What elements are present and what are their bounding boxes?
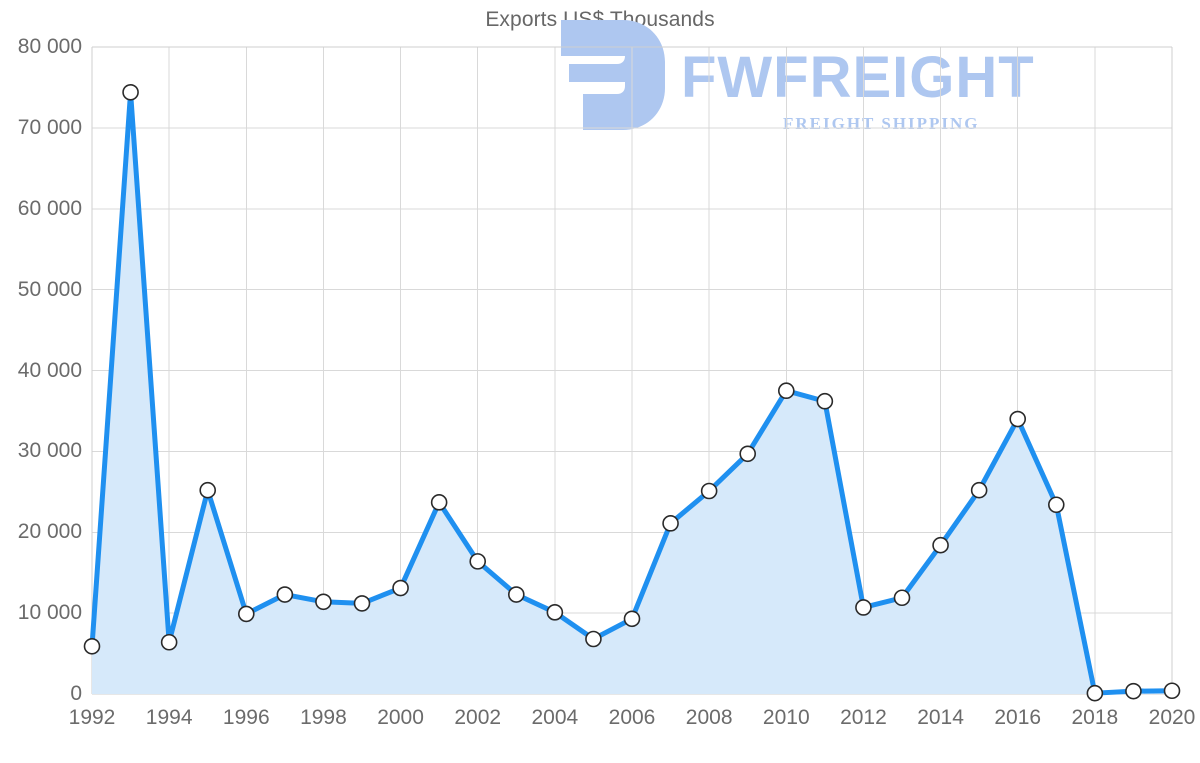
data-point-marker[interactable]	[469, 553, 487, 570]
x-axis-tick-label: 2008	[685, 706, 733, 729]
data-point-marker[interactable]	[893, 589, 911, 607]
y-axis-tick-label: 30 000	[17, 439, 82, 463]
data-point-marker[interactable]	[970, 481, 988, 499]
data-point-marker[interactable]	[816, 392, 834, 410]
data-point-marker[interactable]	[1086, 684, 1104, 702]
y-axis-labels: 0 10 000 20 000 30 000 40 000 50 000 60 000 70 …	[0, 0, 82, 763]
data-point-marker[interactable]	[276, 586, 294, 603]
data-point-marker[interactable]	[122, 83, 139, 101]
data-point-marker[interactable]	[315, 593, 332, 611]
data-point-marker[interactable]	[1125, 682, 1142, 700]
y-axis-tick-label: 50 000	[17, 277, 82, 301]
data-point-marker[interactable]	[623, 610, 641, 628]
data-point-markers	[83, 83, 1181, 702]
data-point-marker[interactable]	[1009, 410, 1027, 428]
x-axis-tick-label: 2000	[377, 706, 424, 729]
data-point-marker[interactable]	[546, 604, 564, 621]
data-point-marker[interactable]	[1163, 682, 1181, 700]
data-point-marker[interactable]	[353, 595, 371, 612]
y-axis-tick-label: 70 000	[17, 115, 82, 139]
x-axis-tick-label: 1994	[145, 706, 193, 729]
data-point-marker[interactable]	[777, 382, 795, 400]
x-axis-tick-label: 2006	[608, 706, 656, 729]
axis-lines	[91, 46, 1173, 694]
x-axis-tick-label: 2014	[917, 706, 964, 729]
data-point-marker[interactable]	[662, 515, 679, 532]
x-axis-tick-label: 1996	[222, 706, 270, 729]
data-point-marker[interactable]	[237, 605, 255, 623]
data-point-marker[interactable]	[160, 633, 178, 651]
area-fill	[92, 92, 1172, 695]
y-axis-tick-label: 80 000	[17, 35, 82, 58]
plot-area	[83, 46, 1181, 702]
data-point-marker[interactable]	[83, 637, 101, 655]
data-point-marker[interactable]	[1047, 496, 1065, 514]
data-point-marker[interactable]	[932, 536, 949, 554]
data-point-marker[interactable]	[700, 482, 718, 500]
data-point-marker[interactable]	[199, 481, 217, 499]
y-axis-tick-label: 20 000	[17, 520, 82, 544]
data-point-marker[interactable]	[507, 586, 525, 603]
data-point-marker[interactable]	[430, 494, 448, 511]
data-point-marker[interactable]	[739, 445, 757, 463]
data-point-marker[interactable]	[855, 599, 872, 616]
x-axis-tick-label: 2002	[454, 706, 502, 729]
y-axis-tick-label: 60 000	[17, 196, 82, 220]
x-axis-tick-label: 2010	[762, 706, 810, 729]
x-axis-tick-label: 2018	[1071, 706, 1119, 729]
chart-canvas	[83, 46, 1181, 702]
x-axis-tick-label: 2012	[840, 706, 887, 729]
x-axis-tick-label: 1998	[300, 706, 347, 729]
y-axis-tick-label: 10 000	[17, 601, 82, 625]
data-point-marker[interactable]	[585, 630, 602, 648]
x-axis-tick-label: 2020	[1148, 706, 1196, 729]
y-axis-tick-label: 0	[70, 682, 82, 705]
data-point-marker[interactable]	[392, 579, 409, 597]
x-axis-tick-label: 2016	[994, 706, 1042, 729]
x-axis-tick-label: 1992	[68, 706, 116, 729]
y-axis-tick-label: 40 000	[17, 358, 82, 382]
x-axis-tick-label: 2004	[531, 706, 579, 729]
